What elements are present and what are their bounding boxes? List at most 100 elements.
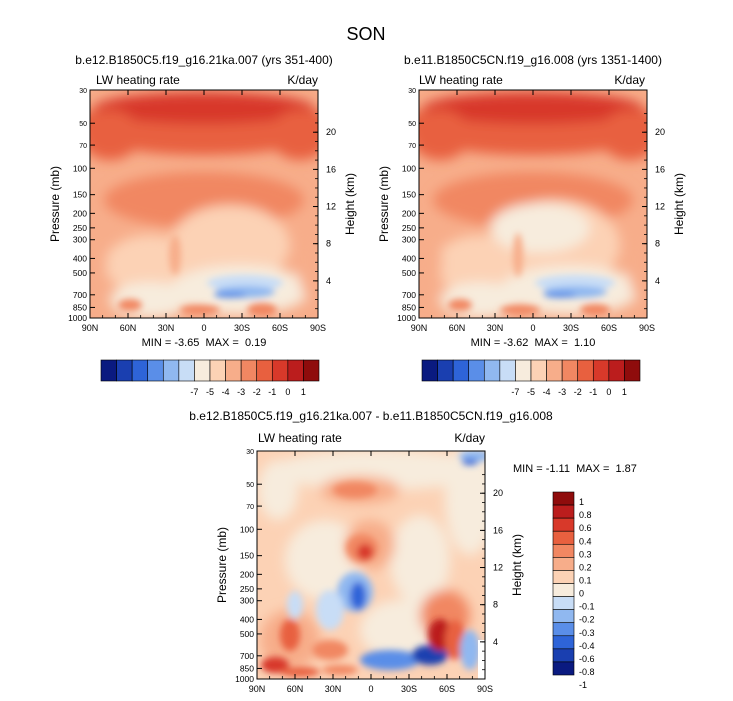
x-tick-label: 60N (120, 323, 137, 333)
colorbar-label: 1 (301, 387, 306, 397)
panel-top-right: b.e11.B1850C5CN.f19_g16.008 (yrs 1351-14… (377, 53, 686, 333)
y-tick-label: 500 (402, 268, 416, 278)
y2-tick-label: 16 (326, 164, 336, 174)
heatmap-field (419, 90, 647, 318)
colorbar-swatch (131, 359, 149, 382)
colorbar-label: 0.2 (579, 562, 592, 572)
y2-tick-label: 4 (326, 276, 331, 286)
x-tick-label: 0 (368, 684, 373, 694)
y-tick-label: 700 (402, 290, 416, 300)
colorbar-swatch (515, 359, 532, 382)
colorbar-label: -1 (579, 680, 587, 690)
colorbar-label: 0 (579, 589, 584, 599)
x-tick-label: 90S (310, 323, 326, 333)
colorbar-swatch (499, 359, 516, 382)
panel-left-label: LW heating rate (419, 73, 503, 87)
colorbar-swatch (256, 359, 273, 382)
y-tick-label: 30 (79, 88, 87, 95)
colorbar-swatch (209, 359, 226, 382)
y-tick-label: 700 (73, 290, 87, 300)
y-tick-label: 200 (240, 569, 254, 579)
y-tick-label: 70 (79, 143, 87, 150)
y2-tick-label: 8 (493, 600, 498, 610)
colorbar-swatch (552, 622, 575, 637)
colorbar-swatch (546, 359, 563, 382)
x-tick-label: 30N (487, 323, 504, 333)
y2-tick-label: 8 (326, 239, 331, 249)
colorbar-swatch (271, 359, 289, 382)
colorbar-label: -7 (511, 387, 519, 397)
x-tick-label: 0 (530, 323, 535, 333)
colorbar-swatch (303, 359, 320, 382)
y-tick-label: 100 (402, 163, 416, 173)
colorbar-swatch (162, 359, 180, 382)
colorbar-bottom: 1 0.8 0.6 0.4 0.3 0.2 0.1 0 -0.1 -0.2 -0.3 -0.4 -0.6… (552, 491, 595, 690)
x-tick-label: 0 (201, 323, 206, 333)
x-tick-label: 90N (411, 323, 428, 333)
colorbar-swatch (552, 609, 575, 624)
colorbar-label: -7 (190, 387, 198, 397)
y-tick-label: 100 (240, 524, 254, 534)
y2-axis-label: Height (km) (672, 173, 686, 235)
y-tick-label: 150 (240, 551, 254, 561)
colorbar-label: 0 (285, 387, 290, 397)
y-tick-label: 850 (402, 302, 416, 312)
colorbar-swatch (287, 359, 304, 382)
y-tick-label: 50 (408, 121, 416, 128)
colorbar-label: 0.1 (579, 576, 592, 586)
figure-title: SON (346, 24, 385, 44)
colorbar-label: -0.4 (579, 641, 595, 651)
y-tick-label: 30 (246, 449, 254, 456)
y-tick-label: 70 (246, 504, 254, 511)
x-tick-label: 30N (325, 684, 342, 694)
colorbar-label: -4 (222, 387, 230, 397)
colorbar-label: 1 (579, 497, 584, 507)
y-tick-label: 150 (402, 190, 416, 200)
y-tick-label: 200 (402, 208, 416, 218)
x-tick-label: 90S (639, 323, 655, 333)
panel-top-left: b.e12.B1850C5.f19_g16.21ka.007 (yrs 351-… (48, 53, 357, 333)
x-tick-label: 60N (449, 323, 466, 333)
y2-tick-label: 12 (493, 563, 503, 573)
y-axis-label: Pressure (mb) (377, 166, 391, 242)
colorbar-swatch (552, 504, 575, 519)
y-tick-label: 300 (73, 235, 87, 245)
panel-difference: b.e12.B1850C5.f19_g16.21ka.007 - b.e11.B… (189, 409, 637, 694)
y-tick-label: 1000 (68, 313, 87, 323)
panel-stats: MIN = -3.62 MAX = 1.10 (471, 337, 596, 349)
panel-units-label: K/day (454, 431, 485, 445)
y-tick-label: 250 (73, 223, 87, 233)
x-tick-label: 90N (82, 323, 99, 333)
y2-tick-label: 12 (655, 202, 665, 212)
colorbar-label: -0.2 (579, 615, 595, 625)
colorbar-label: -1 (268, 387, 276, 397)
y-tick-label: 250 (240, 584, 254, 594)
panel-title: b.e11.B1850C5CN.f19_g16.008 (yrs 1351-14… (404, 53, 662, 67)
colorbar-swatch (624, 359, 641, 382)
heatmap-field (257, 451, 485, 679)
colorbar-swatch (116, 359, 133, 382)
y-tick-label: 200 (73, 208, 87, 218)
colorbar-top-left: -7 -5 -4 -3 -2 -1 0 1 (100, 359, 320, 397)
panel-title: b.e12.B1850C5.f19_g16.21ka.007 - b.e11.B… (189, 409, 553, 423)
colorbar-label: 0 (606, 387, 611, 397)
colorbar-swatch (483, 359, 501, 382)
x-tick-label: 30S (401, 684, 417, 694)
y2-tick-label: 12 (326, 202, 336, 212)
colorbar-swatch (552, 648, 575, 663)
colorbar-label: -1 (589, 387, 597, 397)
colorbar-label: -5 (206, 387, 214, 397)
panel-left-label: LW heating rate (96, 73, 180, 87)
colorbar-label: -0.3 (579, 628, 595, 638)
panel-units-label: K/day (287, 73, 318, 87)
colorbar-swatch (552, 596, 575, 610)
colorbar-top-right: -7 -5 -4 -3 -2 -1 0 1 (421, 359, 641, 397)
colorbar-swatch (452, 359, 470, 382)
colorbar-label: -4 (543, 387, 551, 397)
y-tick-label: 70 (408, 143, 416, 150)
y2-axis-label: Height (km) (343, 173, 357, 235)
y-tick-label: 1000 (397, 313, 416, 323)
y-tick-label: 850 (73, 302, 87, 312)
y-axis-label: Pressure (mb) (215, 527, 229, 603)
